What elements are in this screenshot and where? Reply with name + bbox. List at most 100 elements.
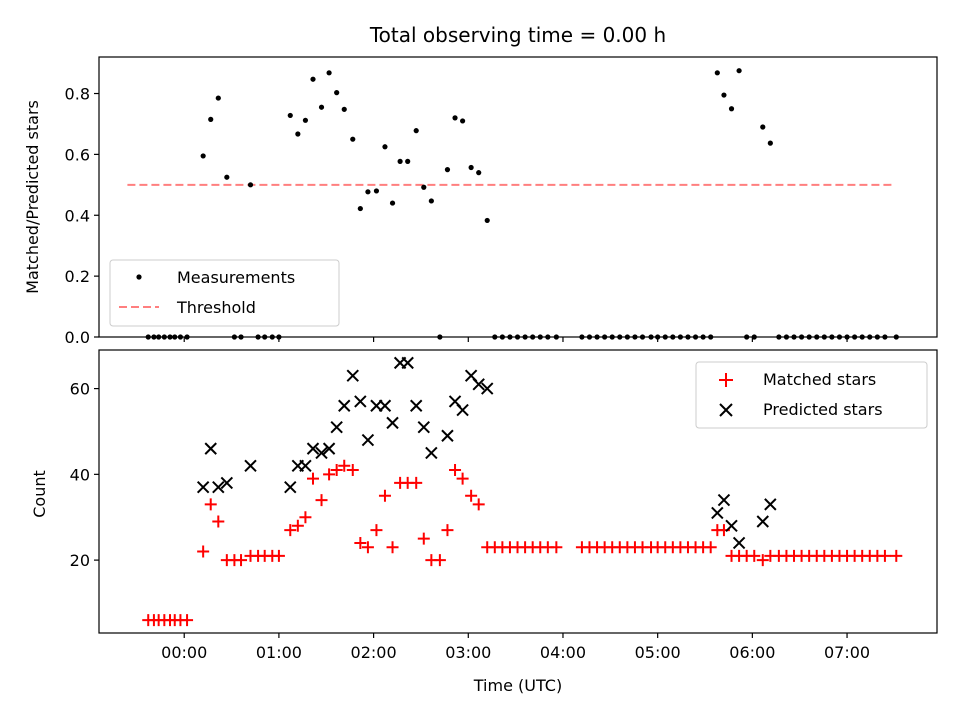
predicted-star-point — [244, 459, 257, 472]
predicted-star-point — [711, 506, 724, 520]
bottom-axes-frame — [98, 349, 938, 634]
matched-star-point — [756, 554, 769, 567]
matched-star-point — [386, 541, 399, 554]
predicted-star-point — [481, 382, 494, 395]
bottom-y-tick-label: 20 — [70, 551, 90, 570]
predicted-star-point — [284, 481, 297, 494]
measurement-point — [326, 70, 332, 76]
measurement-point — [389, 200, 396, 206]
measurement-point — [215, 95, 221, 101]
matched-star-point — [197, 545, 210, 558]
top-y-axis-label: Matched/Predicted stars — [23, 100, 42, 294]
matched-star-point — [299, 511, 312, 524]
matched-star-point — [204, 498, 217, 511]
matched-star-point — [291, 519, 304, 532]
predicted-star-point — [732, 536, 746, 550]
bottom-panel: 20 40 60 00:00 01:00 02:00 03:00 04:00 05:00 06:… — [30, 349, 938, 695]
predicted-star-point — [417, 420, 430, 434]
predicted-star-point — [756, 515, 769, 528]
measurement-point — [302, 117, 309, 123]
predicted-star-point — [212, 481, 225, 494]
top-y-tick-label: 0.6 — [65, 145, 90, 164]
predicted-star-point — [299, 459, 312, 472]
predicted-star-point — [315, 446, 328, 460]
measurement-point — [310, 76, 316, 82]
matched-star-point — [465, 489, 478, 502]
measurement-point — [224, 174, 230, 180]
x-tick-label: 03:00 — [445, 643, 491, 662]
measurement-point — [767, 140, 773, 146]
matched-star-point — [441, 524, 454, 537]
measurement-point — [397, 158, 403, 164]
measurement-point — [444, 167, 451, 173]
measurement-point — [421, 184, 427, 190]
measurement-point — [334, 90, 340, 96]
matched-star-point — [748, 549, 761, 562]
matched-star-point — [378, 489, 391, 502]
measurement-point — [295, 131, 301, 137]
matched-star-point — [890, 549, 903, 562]
bottom-legend-box — [695, 361, 928, 429]
matched-star-point — [354, 536, 367, 549]
predicted-star-point — [764, 498, 777, 511]
top-y-tick-label: 0.4 — [65, 206, 90, 225]
predicted-star-point — [361, 433, 375, 447]
predicted-star-point — [322, 442, 336, 455]
predicted-star-point — [338, 399, 351, 412]
matched-star-point — [370, 524, 383, 537]
measurement-point — [728, 106, 735, 112]
legend-measurements-marker — [136, 274, 142, 280]
matched-star-point — [472, 498, 485, 511]
x-tick-label: 06:00 — [729, 643, 775, 662]
top-y-tick-label: 0.2 — [65, 267, 90, 286]
legend-threshold-label: Threshold — [176, 298, 256, 317]
predicted-star-point — [330, 420, 343, 434]
measurement-point — [382, 144, 388, 150]
bottom-x-axis: 00:00 01:00 02:00 03:00 04:00 05:00 06:00 07:00 — [161, 633, 870, 662]
x-tick-label: 04:00 — [540, 643, 586, 662]
measurement-point — [318, 104, 325, 110]
x-tick-label: 05:00 — [635, 643, 681, 662]
predicted-star-point — [401, 356, 414, 370]
measurement-point — [428, 198, 434, 204]
legend-measurements-label: Measurements — [177, 268, 295, 287]
top-axes-frame — [98, 56, 938, 338]
top-y-axis: 0.0 0.2 0.4 0.6 0.8 — [65, 85, 99, 347]
top-legend: Measurements Threshold — [109, 259, 340, 327]
x-axis-label: Time (UTC) — [473, 676, 562, 695]
measurement-point — [405, 158, 411, 164]
measurement-point — [341, 106, 347, 112]
bottom-plot-area — [142, 356, 903, 627]
chart-title: Total observing time = 0.00 h — [369, 23, 666, 47]
predicted-star-point — [378, 399, 392, 412]
x-tick-label: 07:00 — [824, 643, 870, 662]
matched-star-point — [212, 515, 225, 528]
predicted-star-point — [456, 403, 469, 417]
matched-star-point — [323, 468, 336, 481]
matched-star-point — [272, 549, 285, 562]
predicted-star-point — [441, 429, 454, 442]
legend-predicted-label: Predicted stars — [763, 400, 883, 419]
matched-star-point — [284, 524, 297, 537]
predicted-star-point — [204, 442, 217, 455]
measurement-point — [460, 118, 466, 124]
measurement-point — [476, 170, 482, 176]
bottom-y-axis: 20 40 60 — [70, 380, 99, 570]
matched-star-point — [235, 554, 248, 567]
measurement-point — [357, 205, 363, 212]
predicted-star-point — [717, 493, 731, 507]
matched-star-point — [433, 554, 446, 567]
measurement-point — [468, 164, 474, 171]
bottom-y-axis-label: Count — [30, 470, 49, 518]
measurement-point — [413, 128, 419, 134]
top-panel: 0.00.20.40.60.8 Matched/Predicted stars … — [23, 56, 938, 347]
legend-matched-label: Matched stars — [763, 370, 876, 389]
predicted-star-point — [196, 481, 210, 494]
measurement-point — [452, 115, 458, 121]
matched-star-point — [361, 541, 374, 554]
top-y-tick-label: 0.8 — [65, 85, 90, 104]
measurement-point — [208, 116, 214, 122]
matched-star-point — [449, 464, 462, 477]
measurement-point — [373, 188, 380, 194]
